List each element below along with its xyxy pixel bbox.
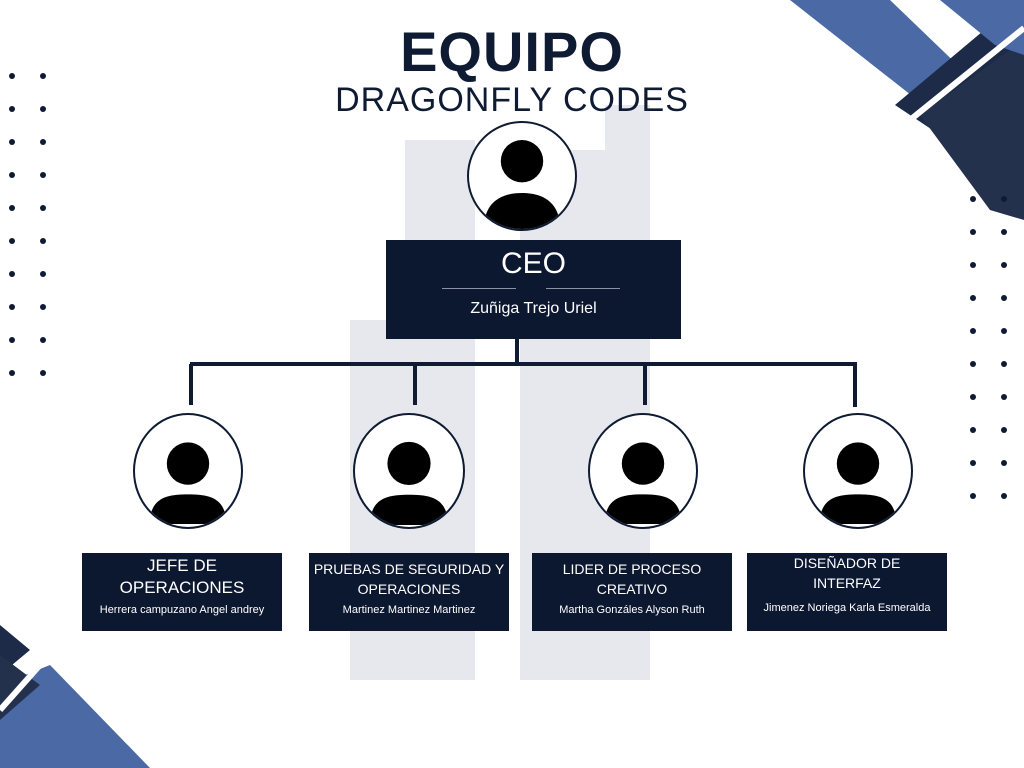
ceo-role: CEO [500,247,566,280]
member-role: JEFE DE OPERACIONES [119,556,245,597]
member-name: Herrera campuzano Angel andrey [99,604,265,616]
member-box: JEFE DE OPERACIONES Herrera campuzano An… [82,553,282,631]
page-title: EQUIPO [400,20,624,83]
member-avatar [353,413,465,529]
member-box: DISEÑADOR DE INTERFAZ Jimenez Noriega Ka… [747,553,947,631]
member-name: Martha Gonzáles Alyson Ruth [559,604,705,616]
member-role: DISEÑADOR DE INTERFAZ [793,555,901,591]
person-icon [483,139,561,229]
member-avatar [133,413,243,529]
member-avatar [803,413,913,529]
top-right-decoration [790,0,1024,220]
divider [546,288,620,289]
page-subtitle: DRAGONFLY CODES [335,81,689,119]
right-dots-pattern [970,196,1007,499]
person-icon [819,442,897,524]
ceo-avatar [467,121,577,231]
person-icon [370,441,448,525]
ceo-name: Zuñiga Trejo Uriel [470,300,597,317]
person-icon [149,442,227,524]
member-avatar [588,413,698,529]
member-box: PRUEBAS DE SEGURIDAD Y OPERACIONES Marti… [309,553,509,631]
divider [442,288,516,289]
member-role: LIDER DE PROCESO CREATIVO [562,561,702,597]
bottom-left-decoration [0,625,150,768]
member-name: Jimenez Noriega Karla Esmeralda [763,602,931,614]
member-role: PRUEBAS DE SEGURIDAD Y OPERACIONES [313,561,505,597]
person-icon [604,442,682,524]
left-dots-pattern [9,73,46,376]
member-name: Martinez Martinez Martinez [342,604,476,616]
member-box: LIDER DE PROCESO CREATIVO Martha Gonzále… [532,553,732,631]
ceo-box: CEO Zuñiga Trejo Uriel [386,240,681,339]
